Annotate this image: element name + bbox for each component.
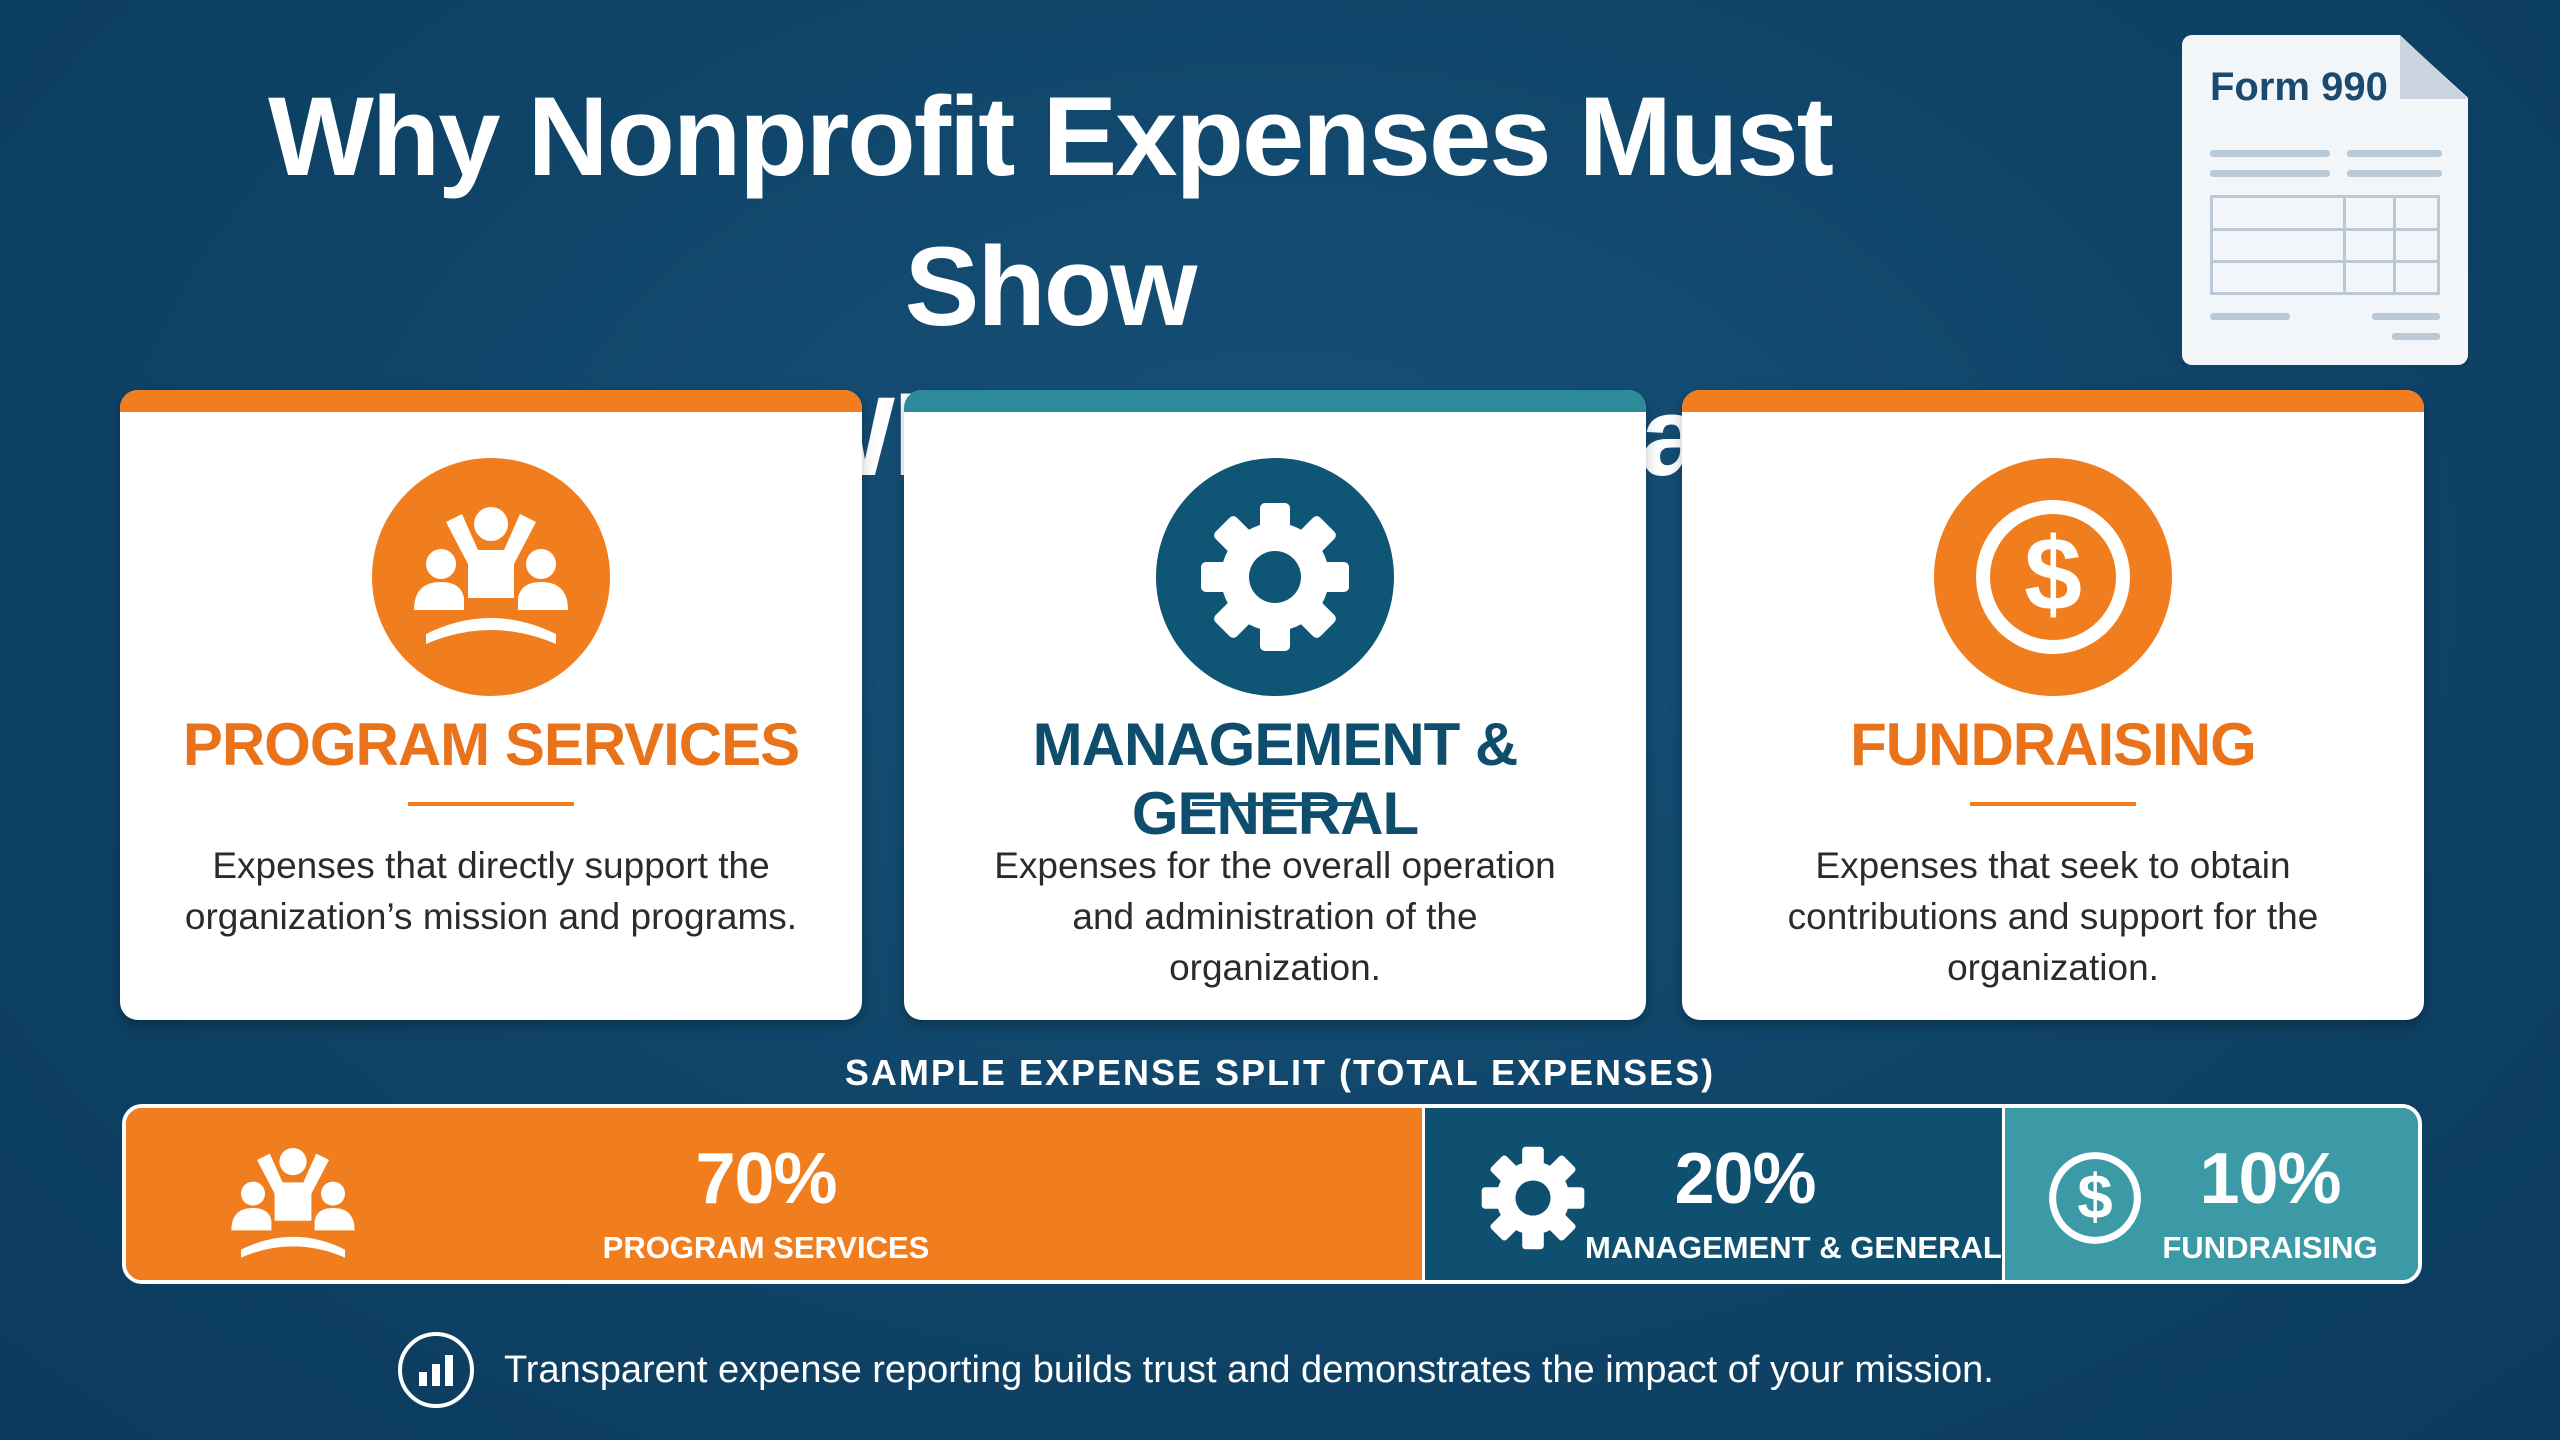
expense-split-bar: 70% PROGRAM SERVICES 20% MANAGEM bbox=[122, 1104, 2422, 1284]
doc-line bbox=[2210, 150, 2330, 157]
card-fundraising: $ FUNDRAISING Expenses that seek to obta… bbox=[1682, 390, 2424, 1020]
doc-line bbox=[2210, 313, 2290, 320]
split-percent: 10% bbox=[2199, 1139, 2341, 1219]
split-percent: 70% bbox=[695, 1139, 837, 1219]
card-accent-bar bbox=[904, 390, 1646, 412]
doc-line bbox=[2392, 333, 2440, 340]
category-description: Expenses that directly support the organ… bbox=[184, 845, 798, 937]
dollar-icon: $ bbox=[2045, 1148, 2145, 1253]
doc-line bbox=[2210, 170, 2330, 177]
split-segment-management-general: 20% MANAGEMENT & GENERAL bbox=[1422, 1108, 2002, 1280]
doc-line bbox=[2372, 313, 2440, 320]
svg-text:$: $ bbox=[2024, 517, 2082, 633]
title-divider bbox=[1970, 802, 2136, 806]
footer-note: Transparent expense reporting builds tru… bbox=[398, 1328, 1994, 1412]
category-title: MANAGEMENT & GENERAL bbox=[1032, 711, 1519, 847]
doc-line bbox=[2347, 170, 2442, 177]
card-program-services: PROGRAM SERVICES Expenses that directly … bbox=[120, 390, 862, 1020]
people-icon bbox=[218, 1144, 368, 1269]
split-label: MANAGEMENT & GENERAL bbox=[1585, 1230, 2002, 1265]
gear-icon bbox=[1479, 1144, 1587, 1257]
card-accent-bar bbox=[120, 390, 862, 412]
doc-table bbox=[2210, 195, 2440, 295]
split-label: PROGRAM SERVICES bbox=[602, 1230, 930, 1265]
dollar-icon: $ bbox=[1934, 458, 2172, 696]
form-label: Form 990 bbox=[2210, 65, 2388, 109]
category-title: FUNDRAISING bbox=[1850, 711, 2257, 778]
split-percent: 20% bbox=[1674, 1139, 1816, 1219]
title-line-1: Why Nonprofit Expenses Must Show bbox=[268, 74, 1834, 349]
split-segment-fundraising: $ 10% FUNDRAISING bbox=[2002, 1108, 2418, 1280]
category-description: Expenses that seek to obtain contributio… bbox=[1787, 845, 2319, 988]
gear-icon bbox=[1156, 458, 1394, 696]
title-divider bbox=[408, 802, 574, 806]
split-segment-program-services: 70% PROGRAM SERVICES bbox=[126, 1108, 1422, 1280]
people-icon bbox=[372, 458, 610, 696]
bar-chart-icon bbox=[398, 1332, 474, 1408]
card-accent-bar bbox=[1682, 390, 2424, 412]
card-management-general: MANAGEMENT & GENERAL Expenses for the ov… bbox=[904, 390, 1646, 1020]
title-divider bbox=[1192, 802, 1358, 806]
category-description: Expenses for the overall operation and a… bbox=[994, 845, 1556, 988]
footer-text: Transparent expense reporting builds tru… bbox=[504, 1348, 1994, 1391]
split-label: FUNDRAISING bbox=[2162, 1230, 2378, 1265]
svg-text:$: $ bbox=[2077, 1162, 2112, 1233]
category-title: PROGRAM SERVICES bbox=[182, 711, 800, 778]
split-title: SAMPLE EXPENSE SPLIT (TOTAL EXPENSES) bbox=[844, 1052, 1716, 1093]
doc-line bbox=[2347, 150, 2442, 157]
